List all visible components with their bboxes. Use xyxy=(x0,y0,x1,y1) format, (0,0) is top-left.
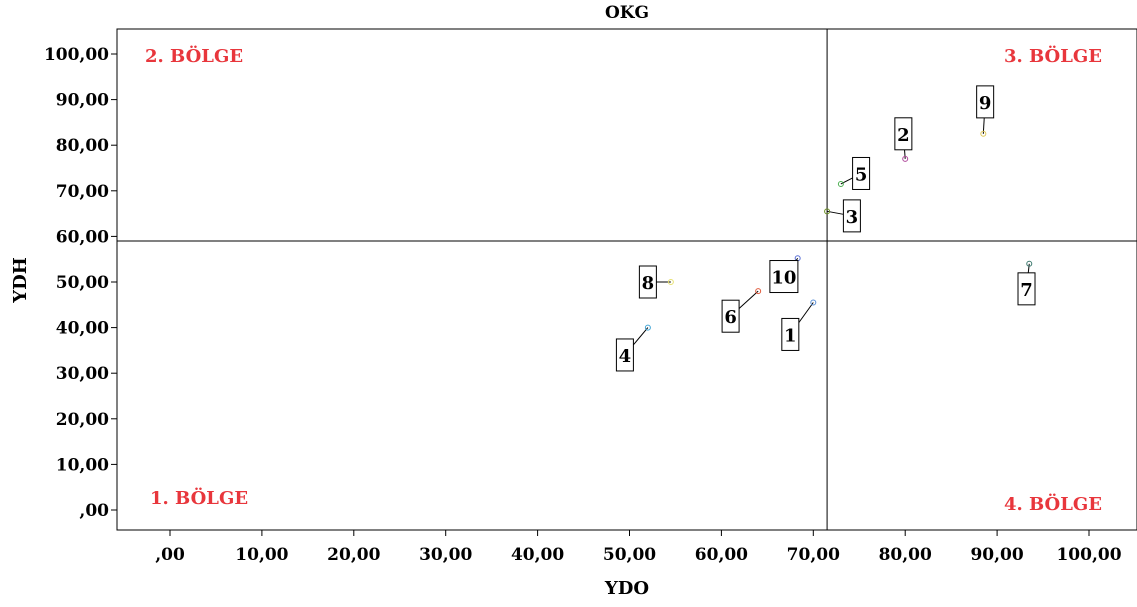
point-leader-line xyxy=(633,327,649,346)
data-point xyxy=(1026,260,1033,267)
region-label: 3. BÖLGE xyxy=(1004,44,1102,67)
point-label-box xyxy=(638,265,657,299)
y-tick-label: 50,00 xyxy=(56,273,109,293)
region-label: 2. BÖLGE xyxy=(145,44,243,67)
x-tick-label: 40,00 xyxy=(511,545,564,565)
region-label: 4. BÖLGE xyxy=(1004,492,1102,515)
y-tick-label: 40,00 xyxy=(56,319,109,339)
point-label-box xyxy=(769,260,799,294)
y-axis-title: YDH xyxy=(10,257,31,303)
point-label: 6 xyxy=(724,307,737,328)
y-tick-label: 60,00 xyxy=(56,227,109,247)
data-point xyxy=(837,180,844,187)
point-label: 2 xyxy=(897,125,910,146)
x-tick-label: 80,00 xyxy=(879,545,932,565)
x-tick-label: 50,00 xyxy=(603,545,656,565)
region-label: 1. BÖLGE xyxy=(150,486,248,509)
x-tick-label: 100,00 xyxy=(1056,545,1121,565)
data-point xyxy=(810,299,817,306)
y-tick-label: 10,00 xyxy=(56,455,109,475)
point-label-box xyxy=(894,117,913,151)
x-tick-label: 70,00 xyxy=(787,545,840,565)
y-tick-label: 20,00 xyxy=(56,410,109,430)
data-point xyxy=(644,324,651,331)
point-label-box xyxy=(852,156,871,190)
chart-title: OKG xyxy=(605,3,649,23)
x-axis: ,00 10,00 20,00 30,00 40,00 50,00 60,00 70,00 80… xyxy=(155,530,1122,565)
x-tick-label: 90,00 xyxy=(970,545,1023,565)
region-labels: 1. BÖLGE 2. BÖLGE 3. BÖLGE 4. BÖLGE xyxy=(145,44,1102,515)
point-label: 9 xyxy=(979,93,992,114)
point-leader-line xyxy=(798,302,814,323)
point-label: 10 xyxy=(771,268,796,289)
x-tick-label: ,00 xyxy=(155,545,185,565)
data-point xyxy=(667,279,674,285)
data-points: 1 2 3 4 5 6 7 8 9 10 xyxy=(615,85,1036,372)
point-label: 1 xyxy=(784,325,797,346)
point-leader-line xyxy=(904,149,906,159)
point-label: 4 xyxy=(619,346,632,367)
point-label-box xyxy=(976,85,995,119)
point-label-box xyxy=(1017,272,1036,306)
point-leader-line xyxy=(840,177,853,185)
point-label-box xyxy=(781,317,800,351)
point-label: 5 xyxy=(855,164,868,185)
x-axis-title: YDO xyxy=(604,578,649,599)
y-tick-label: 30,00 xyxy=(56,364,109,384)
plot-frame xyxy=(116,28,1137,531)
reference-lines xyxy=(117,29,1137,530)
y-tick-label: 70,00 xyxy=(56,182,109,202)
data-point xyxy=(755,288,762,295)
data-point xyxy=(824,208,831,215)
y-tick-label: 100,00 xyxy=(44,45,109,65)
point-label-box xyxy=(842,199,861,233)
x-tick-label: 60,00 xyxy=(695,545,748,565)
y-axis: ,00 10,00 20,00 30,00 40,00 50,00 60,00 70,00 80… xyxy=(44,45,117,521)
point-label-box xyxy=(615,338,634,372)
data-point xyxy=(980,130,987,137)
point-label: 7 xyxy=(1020,280,1033,301)
y-tick-label: 90,00 xyxy=(56,91,109,111)
point-leader-line xyxy=(738,290,759,309)
y-tick-label: ,00 xyxy=(79,501,109,521)
y-tick-label: 80,00 xyxy=(56,136,109,156)
point-label: 3 xyxy=(846,207,859,228)
point-label-box xyxy=(721,299,740,333)
x-tick-label: 20,00 xyxy=(327,545,380,565)
x-tick-label: 10,00 xyxy=(235,545,288,565)
x-tick-label: 30,00 xyxy=(419,545,472,565)
data-point xyxy=(902,155,909,162)
point-leader-line xyxy=(1027,263,1030,273)
point-label: 8 xyxy=(642,273,655,294)
